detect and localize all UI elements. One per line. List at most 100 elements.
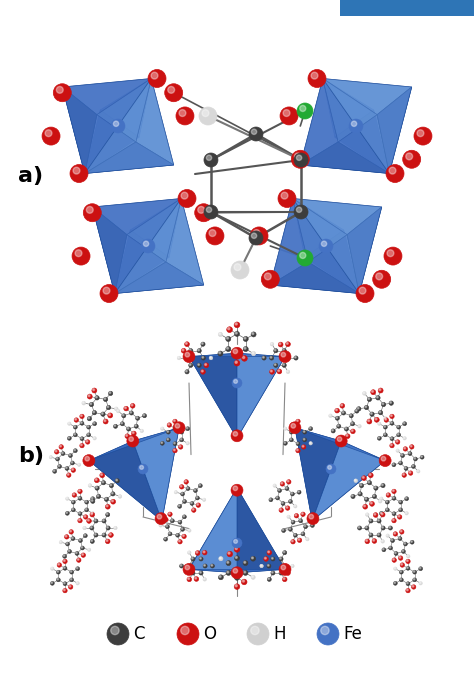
Circle shape (335, 408, 339, 413)
Circle shape (281, 192, 288, 199)
Circle shape (96, 396, 97, 398)
Circle shape (72, 537, 73, 539)
Circle shape (406, 566, 410, 571)
Circle shape (287, 370, 288, 372)
Polygon shape (237, 488, 285, 573)
Circle shape (178, 505, 180, 506)
Circle shape (80, 414, 84, 418)
Circle shape (252, 576, 253, 577)
Circle shape (173, 420, 175, 422)
Circle shape (85, 501, 87, 502)
Circle shape (342, 412, 344, 413)
Circle shape (365, 539, 370, 544)
Polygon shape (62, 87, 97, 174)
Circle shape (78, 496, 82, 500)
Circle shape (382, 527, 383, 528)
Circle shape (260, 564, 264, 568)
Circle shape (111, 500, 116, 504)
Circle shape (283, 577, 287, 581)
Circle shape (342, 411, 346, 415)
Circle shape (180, 430, 183, 434)
Circle shape (401, 550, 405, 554)
Circle shape (71, 537, 75, 541)
Circle shape (181, 348, 186, 353)
Circle shape (390, 437, 394, 441)
Circle shape (379, 500, 381, 502)
Circle shape (174, 427, 175, 429)
Circle shape (403, 474, 404, 475)
Circle shape (394, 567, 397, 571)
Circle shape (69, 585, 71, 587)
Circle shape (392, 518, 396, 523)
Circle shape (143, 414, 146, 418)
Circle shape (390, 414, 394, 418)
Circle shape (296, 442, 300, 445)
Circle shape (136, 416, 140, 420)
Circle shape (281, 352, 286, 357)
Circle shape (166, 438, 170, 442)
Circle shape (303, 431, 305, 432)
Circle shape (236, 556, 237, 558)
Circle shape (308, 70, 326, 87)
Circle shape (243, 571, 248, 575)
Polygon shape (323, 78, 377, 142)
Circle shape (180, 485, 184, 489)
Circle shape (91, 498, 93, 499)
Circle shape (386, 501, 388, 502)
Circle shape (59, 541, 63, 544)
Circle shape (122, 414, 126, 418)
Circle shape (370, 520, 371, 521)
Circle shape (168, 532, 172, 536)
Polygon shape (62, 78, 151, 115)
Circle shape (64, 555, 65, 556)
Circle shape (179, 445, 181, 447)
Circle shape (91, 512, 93, 513)
Circle shape (196, 497, 198, 498)
Circle shape (131, 404, 133, 406)
Circle shape (57, 563, 62, 567)
Circle shape (159, 524, 162, 527)
Circle shape (299, 519, 302, 523)
Circle shape (175, 491, 176, 492)
Circle shape (335, 435, 347, 447)
Circle shape (173, 427, 177, 430)
Circle shape (409, 471, 413, 475)
Circle shape (91, 513, 92, 515)
Circle shape (111, 626, 119, 635)
Circle shape (79, 497, 80, 498)
Polygon shape (323, 78, 412, 115)
Circle shape (78, 489, 82, 493)
Circle shape (379, 389, 381, 391)
Circle shape (105, 504, 110, 509)
Circle shape (294, 356, 298, 360)
Circle shape (197, 363, 201, 367)
Circle shape (319, 239, 333, 253)
Circle shape (397, 433, 401, 437)
Circle shape (219, 575, 221, 577)
Circle shape (89, 484, 90, 485)
Circle shape (66, 467, 67, 468)
Circle shape (227, 347, 228, 349)
Circle shape (236, 576, 237, 578)
Circle shape (296, 419, 300, 424)
Circle shape (85, 456, 90, 461)
Circle shape (362, 476, 366, 481)
Circle shape (247, 623, 269, 645)
Circle shape (369, 474, 371, 475)
Circle shape (384, 418, 389, 422)
Circle shape (321, 626, 329, 635)
Circle shape (297, 427, 298, 429)
Circle shape (179, 110, 186, 116)
Circle shape (183, 515, 184, 517)
Circle shape (183, 563, 195, 575)
Circle shape (269, 498, 273, 502)
Circle shape (346, 435, 348, 436)
Circle shape (201, 343, 203, 344)
Circle shape (181, 493, 183, 494)
Circle shape (296, 155, 302, 160)
Circle shape (329, 414, 331, 416)
Circle shape (393, 497, 394, 498)
Circle shape (68, 422, 70, 424)
Circle shape (403, 422, 405, 424)
Circle shape (274, 364, 276, 366)
